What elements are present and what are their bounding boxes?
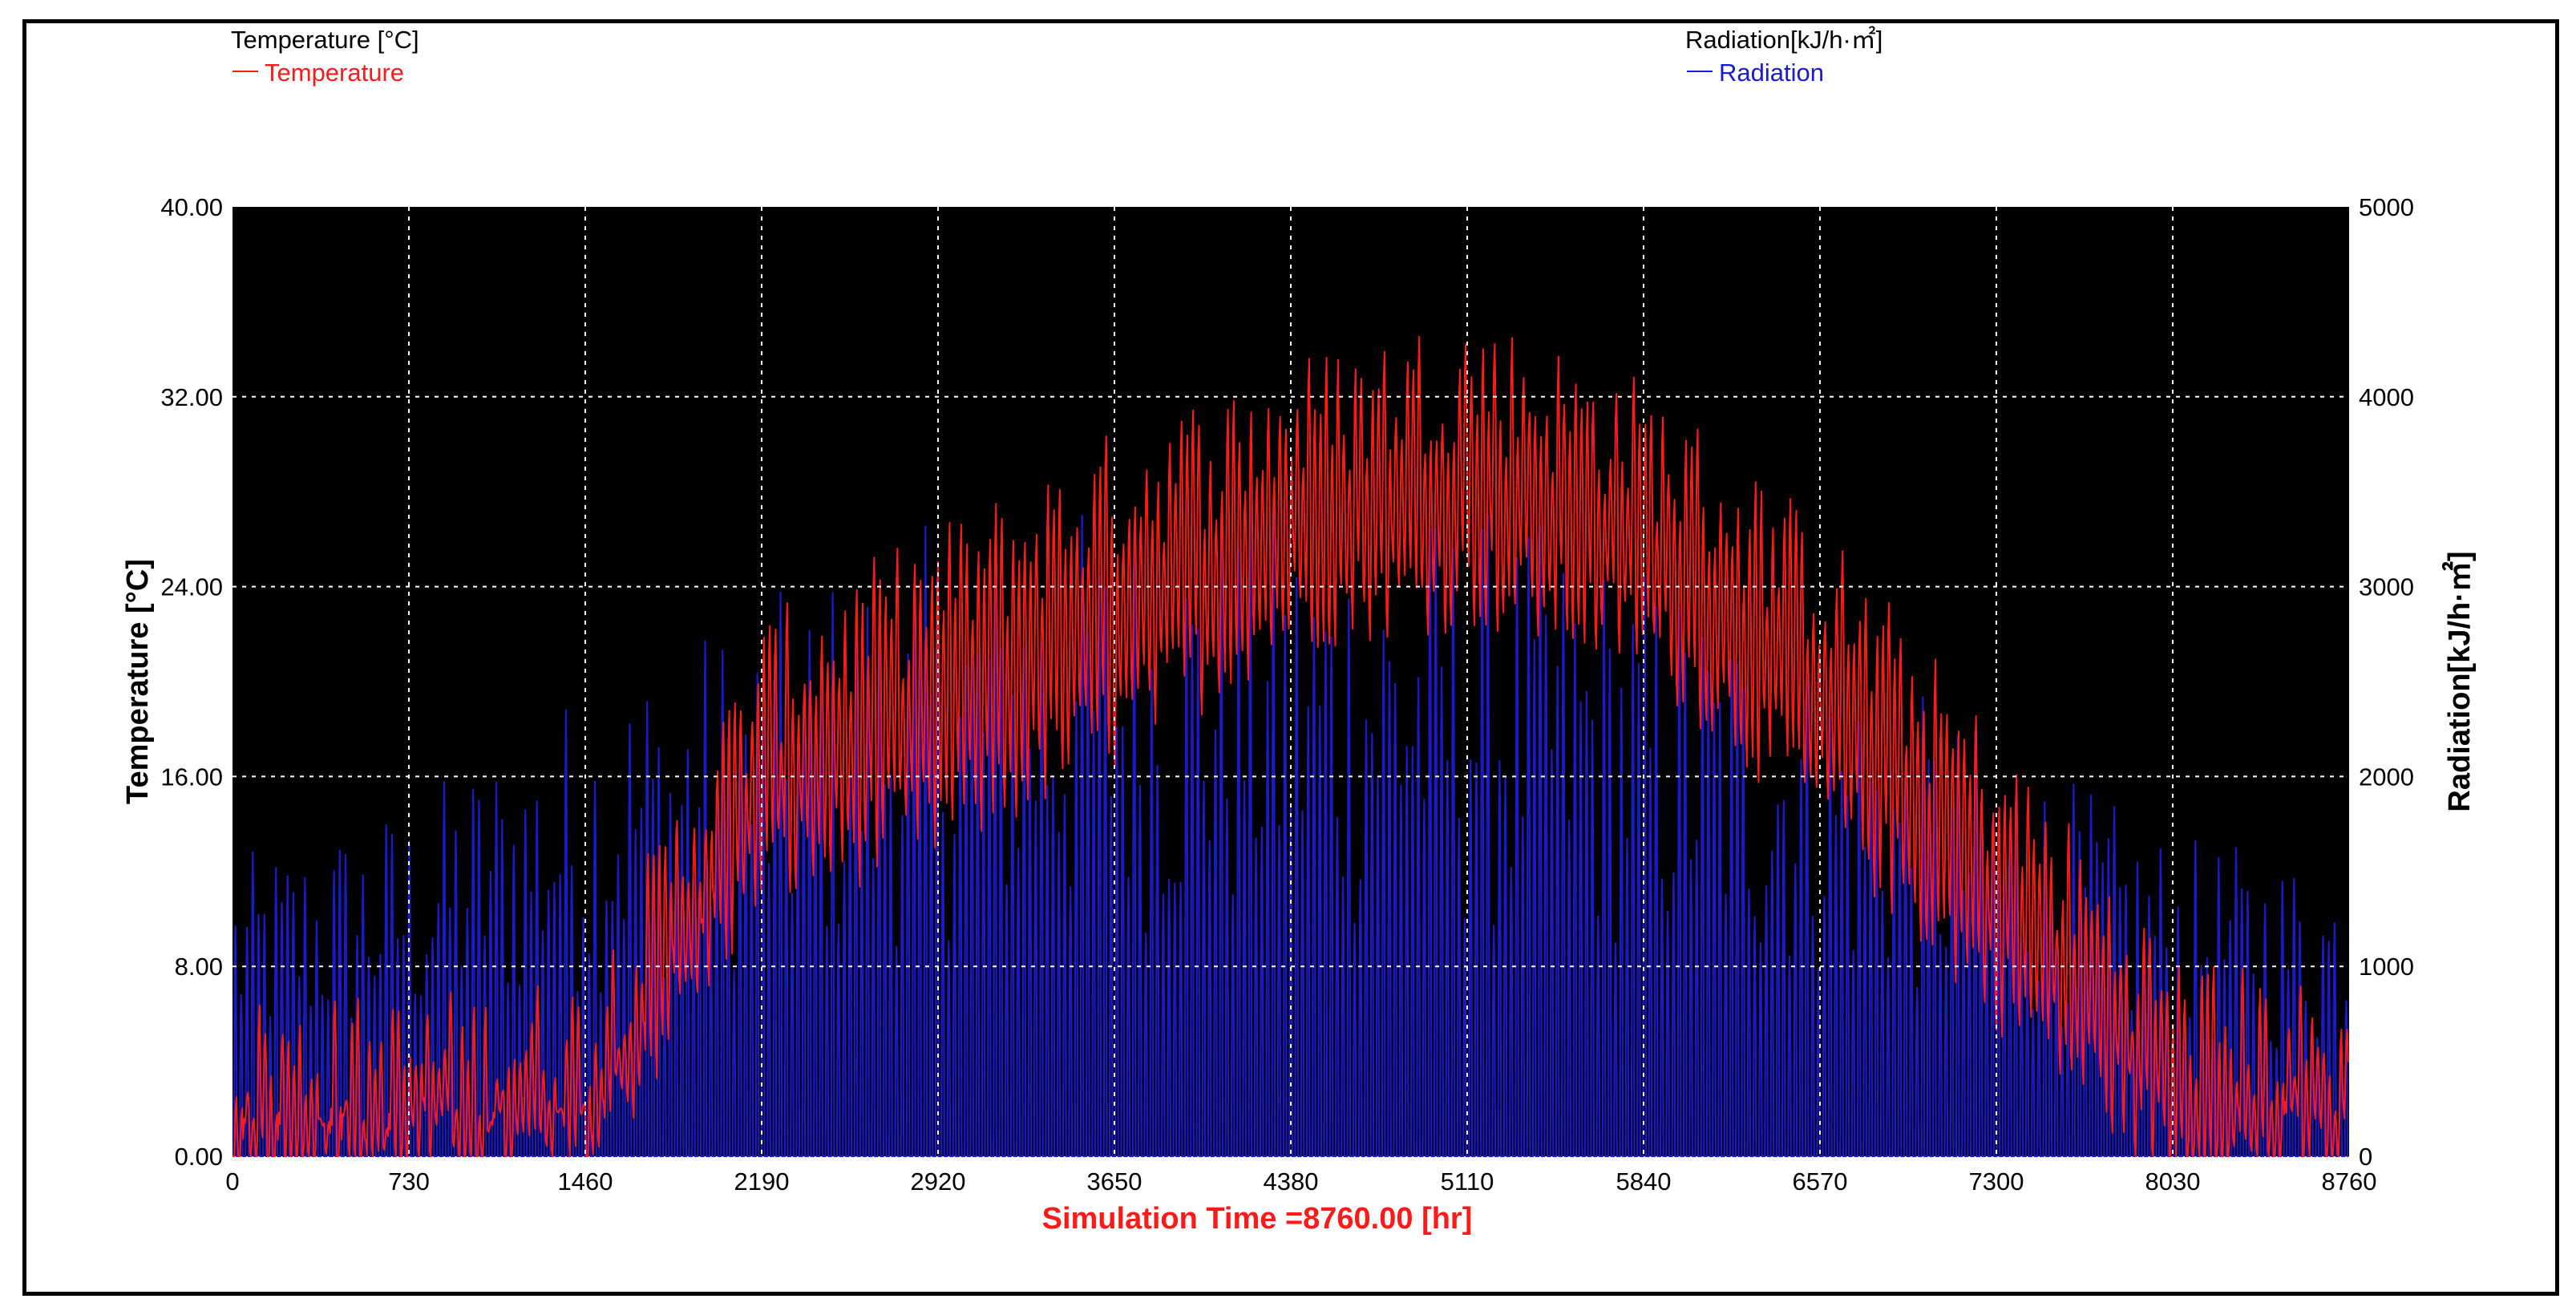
y-right-tick-label: 5000: [2359, 193, 2414, 221]
y-right-tick-label: 2000: [2359, 763, 2414, 791]
x-tick-label: 8030: [2145, 1167, 2201, 1196]
y-left-tick-label: 0.00: [175, 1143, 223, 1171]
y-right-tick-label: 4000: [2359, 383, 2414, 411]
x-tick-label: 2920: [911, 1167, 966, 1196]
y-left-tick-label: 32.00: [160, 383, 223, 411]
x-tick-label: 6570: [1793, 1167, 1848, 1196]
radiation-series: [232, 504, 2349, 1158]
legend-radiation: Radiation[kJ/h·㎡] Radiation: [1685, 26, 1882, 87]
y-right-tick-label: 3000: [2359, 573, 2414, 601]
x-tick-label: 5840: [1616, 1167, 1672, 1196]
y-left-tick-label: 24.00: [160, 573, 223, 601]
y-left-tick-label: 40.00: [160, 193, 223, 221]
y-axis-left-ticks: 0.00 8.00 16.00 24.00 32.00 40.00: [160, 193, 223, 1171]
y-axis-right-ticks: 0 1000 2000 3000 4000 5000: [2359, 193, 2414, 1171]
legend-temperature-label: Temperature: [265, 59, 404, 87]
x-tick-label: 2190: [734, 1167, 790, 1196]
legend-temperature-header: Temperature [°C]: [231, 26, 419, 54]
y-axis-right-title: Radiation[kJ/h·㎡]: [2442, 551, 2477, 811]
x-tick-label: 3650: [1087, 1167, 1142, 1196]
legend-radiation-header: Radiation[kJ/h·㎡]: [1685, 26, 1882, 54]
y-left-tick-label: 16.00: [160, 763, 223, 791]
y-left-tick-label: 8.00: [175, 953, 223, 981]
x-tick-label: 1460: [558, 1167, 613, 1196]
x-tick-label: 7300: [1969, 1167, 2024, 1196]
x-tick-label: 5110: [1441, 1167, 1494, 1196]
radiation-line: [232, 504, 2349, 1158]
y-axis-left-title: Temperature [°C]: [121, 559, 155, 804]
temperature-line: [233, 335, 2349, 1157]
x-tick-label: 4380: [1264, 1167, 1319, 1196]
y-right-tick-label: 0: [2359, 1143, 2372, 1171]
grid: [233, 207, 2349, 1156]
temperature-series: [233, 335, 2349, 1157]
legend-radiation-label: Radiation: [1719, 59, 1824, 87]
legend-temperature: Temperature [°C] Temperature: [231, 26, 419, 87]
x-axis-title: Simulation Time =8760.00 [hr]: [1042, 1202, 1473, 1236]
x-axis-ticks: 0 730 1460 2190 2920 3650 4380 5110 5840 6570 7300…: [225, 1167, 2376, 1196]
y-right-tick-label: 1000: [2359, 953, 2414, 981]
x-tick-label: 0: [225, 1167, 239, 1196]
x-tick-label: 8760: [2322, 1167, 2377, 1196]
x-tick-label: 730: [388, 1167, 430, 1196]
